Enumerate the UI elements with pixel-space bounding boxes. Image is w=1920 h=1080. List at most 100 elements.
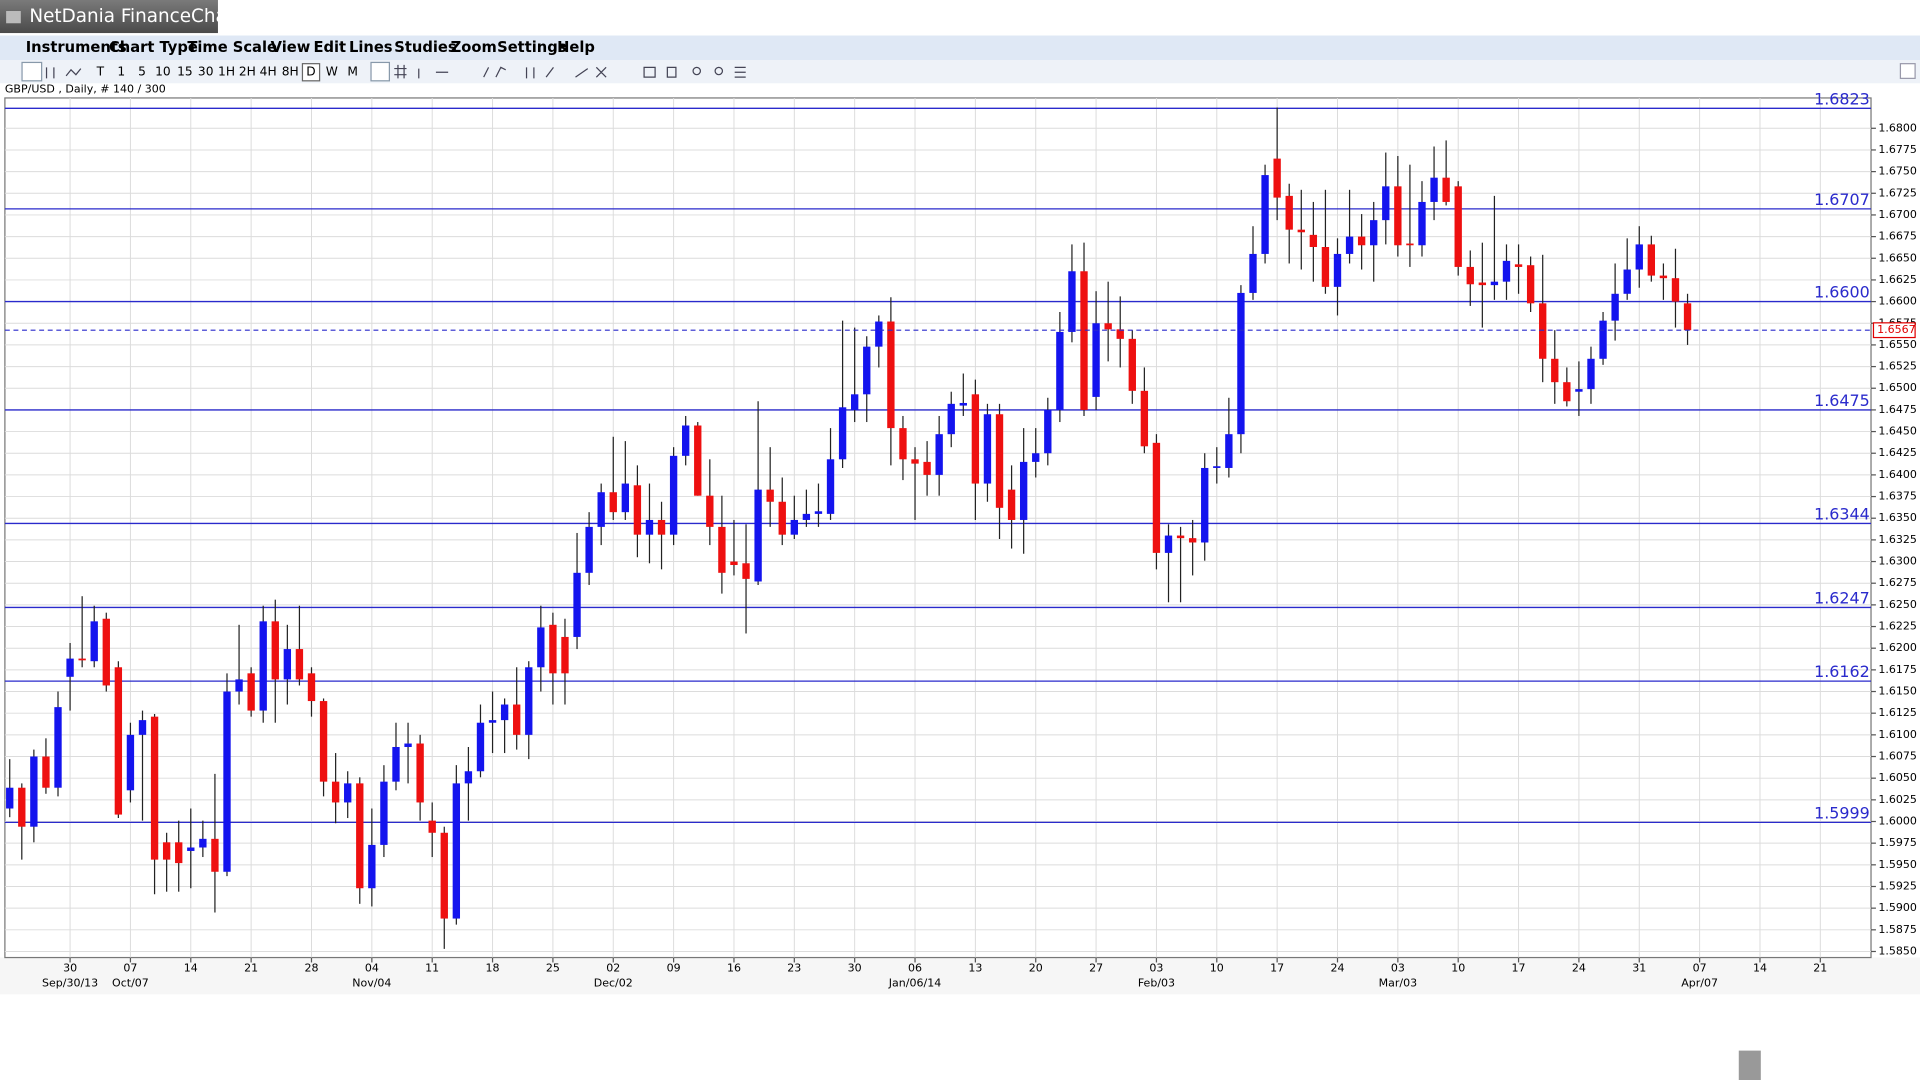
candle-body [585, 526, 593, 573]
candle-body [959, 402, 967, 406]
selected-timescale[interactable] [301, 63, 321, 82]
y-tick-label: 1.6300 [1878, 555, 1917, 568]
y-tick-label: 1.6400 [1878, 468, 1917, 481]
candle-body [887, 321, 895, 429]
y-tick-label: 1.5875 [1878, 923, 1917, 936]
timescale-button[interactable]: 1 [117, 65, 125, 79]
candle-body [1671, 278, 1680, 302]
level-label: 1.6823 [1814, 89, 1870, 108]
candle-body [211, 838, 219, 872]
timescale-button[interactable]: 2H [239, 65, 256, 79]
candle-body [440, 832, 448, 919]
candle-body [983, 414, 992, 484]
tool-icons[interactable] [394, 64, 746, 79]
tool-button[interactable] [21, 61, 43, 82]
candle-body [1394, 186, 1402, 246]
timescale-button[interactable]: M [347, 65, 358, 79]
candle-body [271, 621, 279, 680]
menu-item[interactable]: Help [557, 39, 595, 56]
candle-body [1466, 266, 1474, 285]
candle-body [78, 658, 86, 661]
level-label: 1.6344 [1814, 504, 1870, 523]
timescale-button[interactable]: 1H [218, 65, 235, 79]
level-label: 1.6600 [1814, 283, 1870, 302]
x-tick-label: 27 [1089, 962, 1103, 975]
candle-body [1044, 409, 1052, 454]
candle-body [1285, 195, 1293, 230]
panel-button[interactable] [1899, 63, 1916, 79]
timescale-button[interactable]: 15 [177, 65, 193, 79]
candle-body [875, 321, 883, 347]
candle-body [187, 847, 195, 851]
timescale-button[interactable]: 4H [260, 65, 277, 79]
tool-icon[interactable] [45, 67, 82, 79]
candle-body [247, 673, 255, 711]
candle-body [126, 734, 135, 791]
y-tick-label: 1.6325 [1878, 533, 1917, 546]
candle-body [537, 627, 545, 668]
menu-item[interactable]: View [271, 39, 311, 56]
candle-body [923, 461, 931, 475]
candle-body [694, 425, 702, 496]
candle-body [935, 434, 943, 475]
menu-item[interactable]: Instruments [26, 39, 127, 56]
menu-item[interactable]: Studies [394, 39, 457, 56]
timescale-button[interactable]: 30 [198, 65, 214, 79]
x-period-label: Dec/02 [594, 976, 633, 989]
candle-body [259, 621, 267, 711]
y-tick-label: 1.6050 [1878, 771, 1917, 784]
candle-body [1104, 323, 1112, 330]
y-tick-label: 1.6425 [1878, 446, 1917, 459]
candle-body [1152, 442, 1161, 553]
menu-item[interactable]: Chart Type [109, 39, 198, 56]
timescale-button[interactable]: 8H [282, 65, 299, 79]
x-tick-label: 04 [365, 962, 379, 975]
candle-body [573, 572, 581, 637]
y-tick-label: 1.6625 [1878, 273, 1917, 286]
candle-body [488, 720, 497, 723]
candle-body [838, 407, 847, 460]
candle-body [682, 425, 690, 456]
menu-item[interactable]: Lines [349, 39, 393, 56]
candle-body [138, 720, 147, 735]
menu-item[interactable]: Settings [497, 39, 567, 56]
menu-item[interactable]: Time Scale [187, 39, 277, 56]
candle-body [319, 701, 328, 782]
candle-body [621, 483, 630, 513]
candle-body [1478, 282, 1487, 286]
y-tick-label: 1.5900 [1878, 901, 1917, 914]
y-tick-label: 1.5950 [1878, 858, 1917, 871]
candle-body [1019, 461, 1028, 520]
timescale-button[interactable]: W [326, 65, 338, 79]
candle-body [802, 513, 811, 520]
candle-body [1261, 175, 1269, 254]
y-tick-label: 1.6150 [1878, 685, 1917, 698]
candle-body [1080, 271, 1088, 410]
candle-body [1128, 338, 1136, 391]
x-tick-label: 09 [667, 962, 681, 975]
candle-body [162, 842, 171, 860]
x-tick-label: 25 [546, 962, 560, 975]
x-tick-label: 20 [1029, 962, 1043, 975]
timescale-button[interactable]: T [96, 65, 105, 79]
x-tick-label: 07 [1693, 962, 1707, 975]
candle-body [1599, 320, 1607, 359]
candle-body [175, 842, 183, 864]
menu-item[interactable]: Edit [313, 39, 346, 56]
candle-body [1430, 177, 1438, 202]
level-label: 1.5999 [1814, 803, 1870, 822]
candle-body [295, 649, 304, 680]
candle-body [1514, 264, 1523, 267]
candle-body [911, 459, 919, 464]
y-tick-label: 1.6375 [1878, 490, 1917, 503]
timescale-button[interactable]: D [306, 65, 315, 79]
candle-body [814, 511, 823, 514]
tool-button[interactable] [370, 61, 390, 82]
x-tick-label: 06 [908, 962, 922, 975]
menu-item[interactable]: Zoom [451, 39, 497, 56]
timescale-button[interactable]: 5 [138, 65, 146, 79]
scroll-thumb[interactable] [1738, 1050, 1761, 1080]
candle-body [899, 428, 907, 460]
timescale-button[interactable]: 10 [155, 65, 171, 79]
y-tick-label: 1.6550 [1878, 338, 1917, 351]
